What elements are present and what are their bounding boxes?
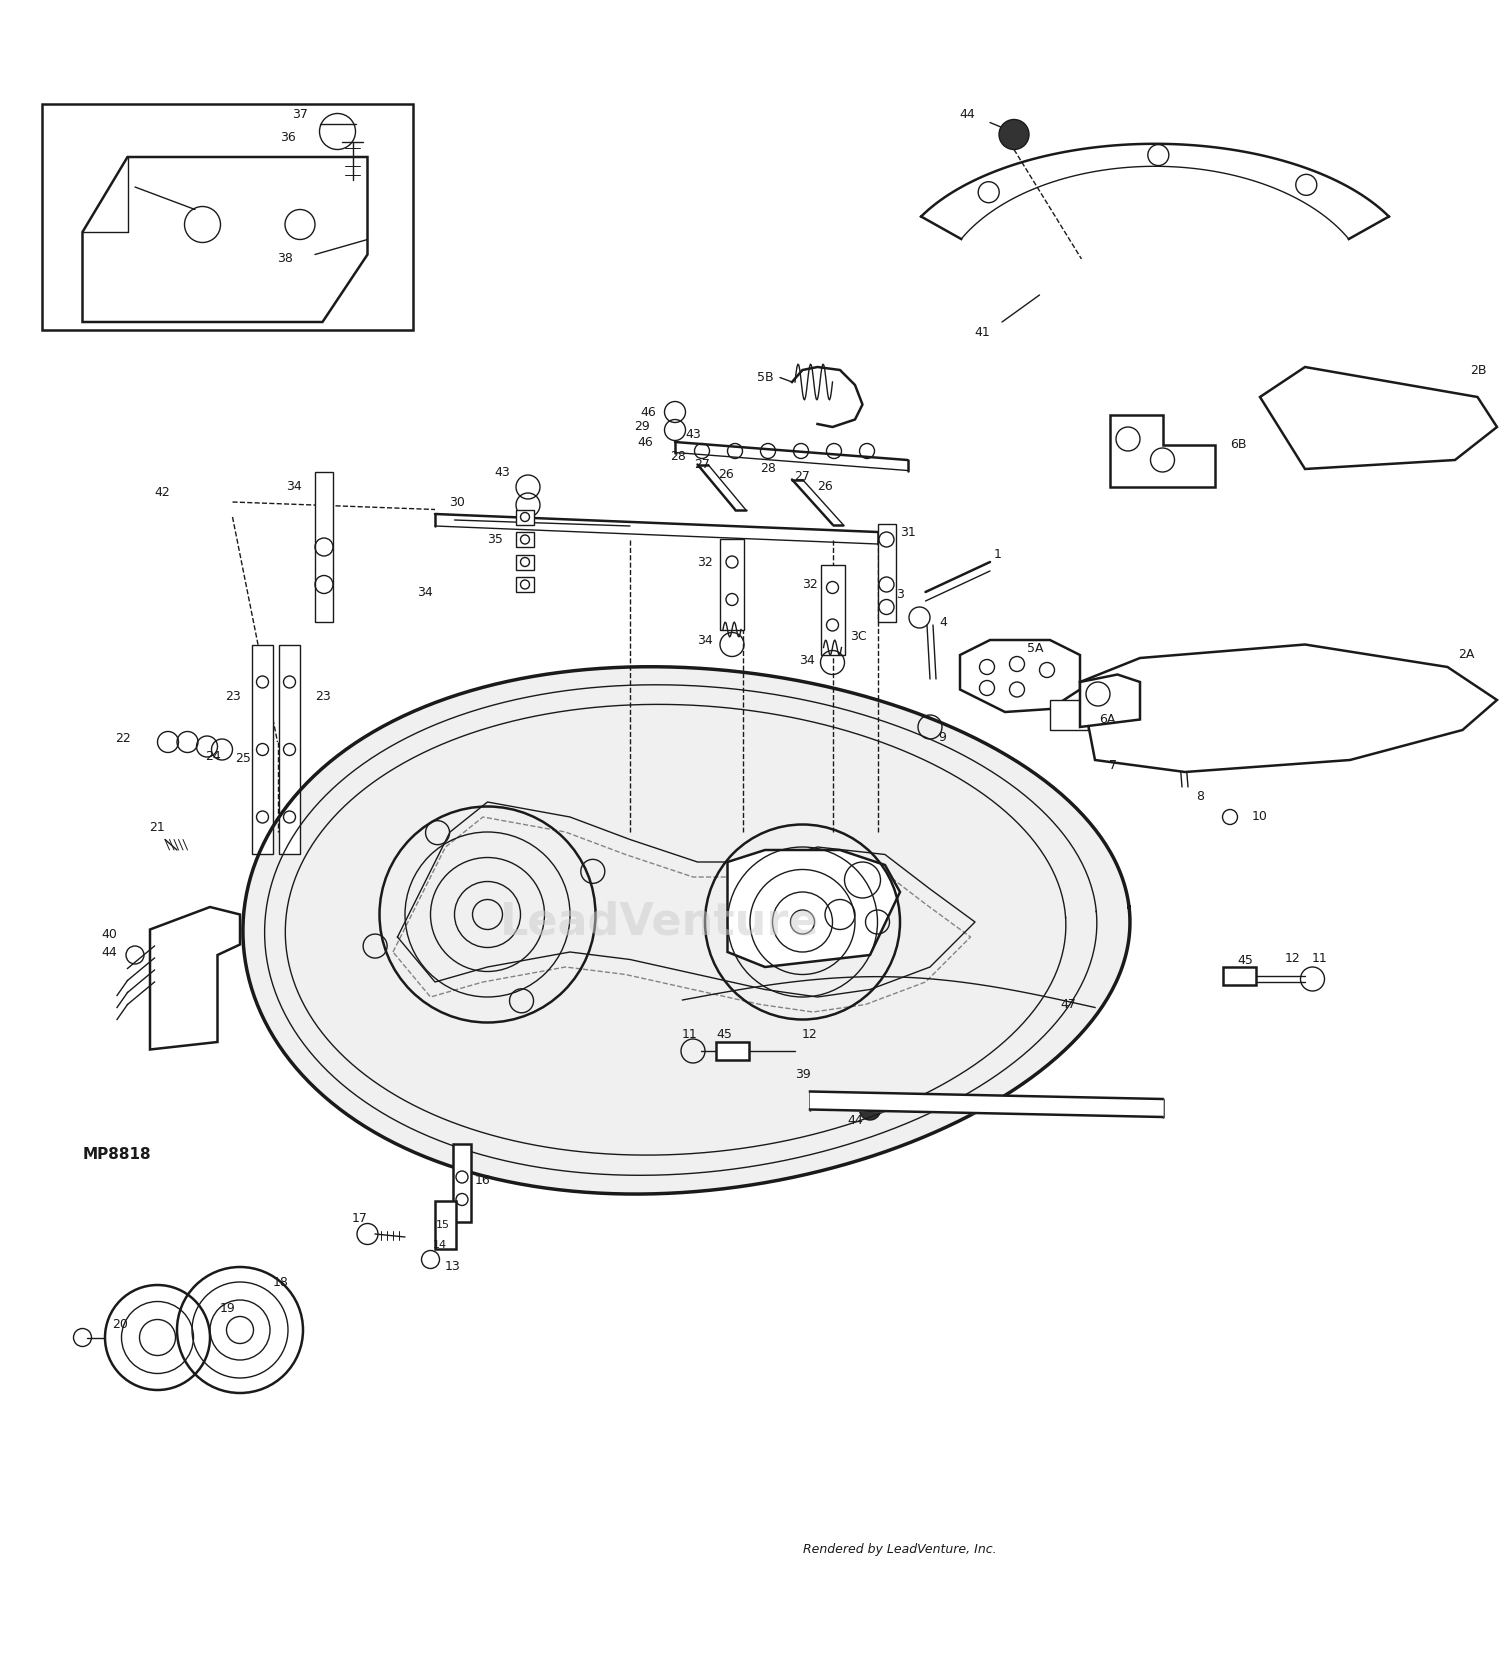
Text: 19: 19 xyxy=(220,1303,236,1316)
Text: 31: 31 xyxy=(900,526,915,539)
Text: 18: 18 xyxy=(273,1276,288,1288)
Text: 39: 39 xyxy=(795,1068,810,1082)
Text: 15: 15 xyxy=(435,1220,450,1230)
Polygon shape xyxy=(728,850,900,967)
Text: 41: 41 xyxy=(975,326,990,339)
Text: 20: 20 xyxy=(112,1318,128,1331)
Text: 42: 42 xyxy=(154,486,170,499)
Polygon shape xyxy=(1260,368,1497,469)
Text: 26: 26 xyxy=(818,481,833,494)
Bar xyxy=(1222,967,1256,985)
Text: 37: 37 xyxy=(292,108,308,121)
Text: 4: 4 xyxy=(939,616,948,629)
Circle shape xyxy=(999,120,1029,150)
Polygon shape xyxy=(1110,414,1215,488)
Text: 36: 36 xyxy=(280,131,296,145)
Bar xyxy=(453,1145,471,1221)
Text: 29: 29 xyxy=(634,421,650,434)
Text: 1: 1 xyxy=(993,547,1002,561)
Text: 43: 43 xyxy=(495,466,510,479)
Text: 26: 26 xyxy=(718,469,734,481)
Text: Rendered by LeadVenture, Inc.: Rendered by LeadVenture, Inc. xyxy=(802,1543,998,1556)
Bar xyxy=(435,1201,456,1250)
Text: MP8818: MP8818 xyxy=(82,1146,152,1161)
Polygon shape xyxy=(82,156,368,323)
Text: 32: 32 xyxy=(698,556,712,569)
Bar xyxy=(821,566,844,656)
Text: 10: 10 xyxy=(1252,810,1268,824)
Polygon shape xyxy=(1080,644,1497,772)
Text: 9: 9 xyxy=(938,730,946,744)
Text: 3: 3 xyxy=(896,589,904,601)
Text: 13: 13 xyxy=(446,1261,460,1273)
Text: 28: 28 xyxy=(670,451,686,464)
Bar xyxy=(516,509,534,524)
Text: 25: 25 xyxy=(236,752,250,765)
Text: 46: 46 xyxy=(638,436,652,449)
Text: 6B: 6B xyxy=(1230,439,1246,451)
Bar xyxy=(1050,701,1088,730)
Bar xyxy=(878,524,896,622)
Text: 2B: 2B xyxy=(1470,363,1486,376)
Text: 24: 24 xyxy=(206,750,220,764)
Text: 14: 14 xyxy=(432,1240,447,1250)
Text: 5A: 5A xyxy=(1026,642,1044,656)
Text: 44: 44 xyxy=(847,1113,862,1127)
Text: 16: 16 xyxy=(476,1173,490,1186)
Polygon shape xyxy=(1080,674,1140,727)
Text: 28: 28 xyxy=(760,463,776,476)
Bar xyxy=(252,644,273,855)
Text: 34: 34 xyxy=(800,654,814,667)
Text: 21: 21 xyxy=(150,820,165,834)
Polygon shape xyxy=(150,907,240,1050)
Text: 34: 34 xyxy=(417,586,432,599)
Text: 38: 38 xyxy=(278,253,294,266)
Text: 23: 23 xyxy=(225,691,240,704)
Text: 6A: 6A xyxy=(1100,712,1114,726)
Text: 17: 17 xyxy=(352,1213,368,1225)
Text: 44: 44 xyxy=(960,108,975,121)
Text: 46: 46 xyxy=(640,406,656,419)
Text: 47: 47 xyxy=(1060,998,1076,1012)
Polygon shape xyxy=(960,641,1080,712)
Text: 27: 27 xyxy=(795,469,810,483)
Text: LeadVenture: LeadVenture xyxy=(500,900,819,943)
Text: 30: 30 xyxy=(450,496,465,509)
Text: 40: 40 xyxy=(100,927,117,940)
Text: 3C: 3C xyxy=(849,631,867,644)
Bar xyxy=(516,554,534,569)
Polygon shape xyxy=(243,667,1130,1195)
Bar xyxy=(42,105,413,329)
Text: 11: 11 xyxy=(1312,952,1328,965)
Circle shape xyxy=(859,1098,880,1120)
Text: 12: 12 xyxy=(802,1028,818,1042)
Bar xyxy=(516,577,534,592)
Text: 8: 8 xyxy=(1196,789,1204,802)
Bar xyxy=(315,473,333,622)
Text: 45: 45 xyxy=(717,1028,732,1042)
Text: 22: 22 xyxy=(116,732,130,745)
Text: 34: 34 xyxy=(698,634,712,647)
Text: 44: 44 xyxy=(102,945,117,958)
Bar xyxy=(716,1042,748,1060)
Text: 5B: 5B xyxy=(758,371,774,384)
Bar xyxy=(720,539,744,629)
Text: 27: 27 xyxy=(694,458,709,471)
Text: 7: 7 xyxy=(1108,759,1118,772)
Text: 45: 45 xyxy=(1238,955,1252,967)
Bar xyxy=(279,644,300,855)
Text: 32: 32 xyxy=(802,577,818,591)
Bar xyxy=(516,532,534,547)
Text: 35: 35 xyxy=(488,532,502,546)
Text: 23: 23 xyxy=(315,691,330,704)
Text: 12: 12 xyxy=(1286,952,1300,965)
Text: 2A: 2A xyxy=(1458,649,1474,662)
Text: 34: 34 xyxy=(286,481,302,494)
Text: 11: 11 xyxy=(682,1028,698,1042)
Text: 43: 43 xyxy=(686,428,700,441)
